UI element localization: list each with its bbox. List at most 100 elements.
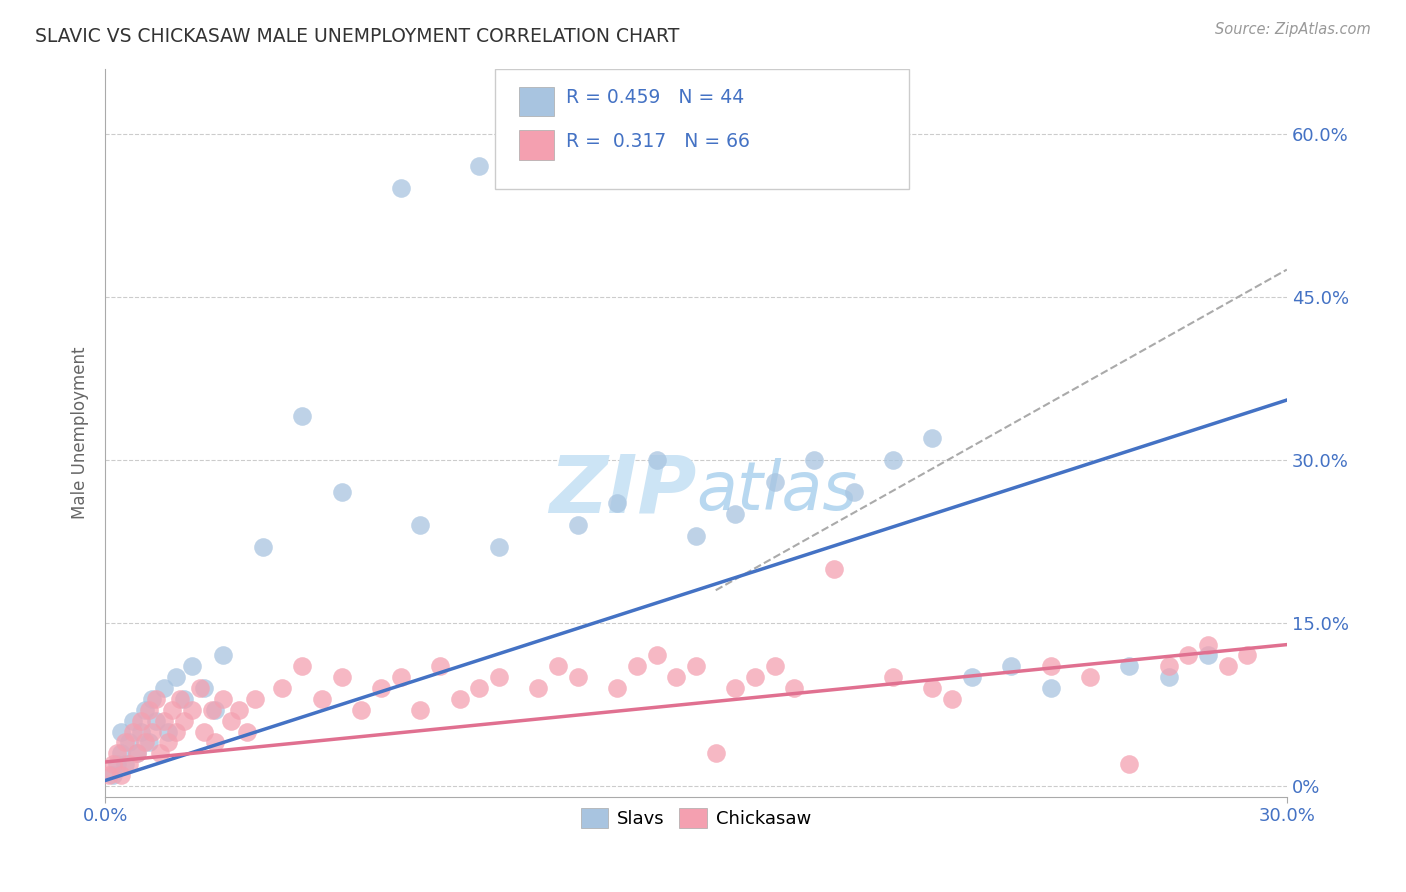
Point (1039, 681, 1062, 695)
Point (252, 540, 274, 554)
Point (114, 757, 136, 772)
Point (129, 714, 152, 728)
Point (645, 452, 668, 467)
Point (389, 181, 412, 195)
Point (173, 714, 195, 728)
Point (567, 670, 589, 684)
Point (236, 724, 259, 739)
Point (291, 659, 314, 673)
Point (330, 670, 353, 684)
Point (1216, 659, 1239, 673)
Point (204, 703, 226, 717)
Point (169, 692, 191, 706)
Point (1236, 648, 1258, 663)
Text: ZIP: ZIP (548, 452, 696, 530)
Point (685, 529, 707, 543)
Point (101, 757, 124, 772)
Point (882, 670, 904, 684)
Point (704, 747, 727, 761)
Text: atlas: atlas (696, 458, 858, 524)
Point (606, 496, 628, 510)
Point (118, 757, 141, 772)
Point (1157, 659, 1180, 673)
Point (1039, 659, 1062, 673)
Point (149, 747, 172, 761)
Point (468, 159, 491, 173)
Point (429, 659, 451, 673)
Point (243, 692, 266, 706)
Text: R =  0.317   N = 66: R = 0.317 N = 66 (567, 132, 749, 151)
Point (547, 659, 569, 673)
Point (311, 692, 333, 706)
Point (121, 724, 143, 739)
Point (1118, 757, 1140, 772)
Point (803, 452, 825, 467)
Point (488, 540, 510, 554)
Point (763, 659, 786, 673)
Point (1000, 659, 1022, 673)
Point (271, 681, 294, 695)
Point (763, 475, 786, 489)
Point (173, 692, 195, 706)
Point (160, 703, 183, 717)
Point (157, 724, 180, 739)
Point (118, 735, 141, 749)
Point (291, 409, 314, 424)
Point (449, 692, 471, 706)
Point (823, 561, 845, 575)
Point (105, 757, 128, 772)
Text: R = 0.459   N = 44: R = 0.459 N = 44 (567, 88, 744, 107)
Point (165, 724, 187, 739)
Point (125, 747, 148, 761)
Point (685, 659, 707, 673)
Point (409, 518, 432, 533)
Point (157, 735, 180, 749)
Point (1197, 638, 1219, 652)
Point (1197, 648, 1219, 663)
Point (370, 681, 392, 695)
Point (188, 681, 211, 695)
Point (134, 703, 156, 717)
Point (409, 703, 432, 717)
Point (141, 724, 163, 739)
Y-axis label: Male Unemployment: Male Unemployment (72, 346, 89, 519)
Point (180, 659, 202, 673)
Point (134, 735, 156, 749)
Point (105, 747, 128, 761)
Point (219, 714, 242, 728)
Point (960, 670, 983, 684)
Point (330, 485, 353, 500)
Point (193, 681, 215, 695)
Text: Source: ZipAtlas.com: Source: ZipAtlas.com (1215, 22, 1371, 37)
Point (138, 703, 160, 717)
Point (145, 692, 167, 706)
Point (1157, 670, 1180, 684)
Point (228, 703, 250, 717)
FancyBboxPatch shape (519, 130, 554, 160)
Point (724, 507, 747, 521)
Point (783, 681, 806, 695)
Point (98, 768, 121, 782)
Point (921, 431, 943, 445)
Point (567, 518, 589, 533)
Point (212, 648, 235, 663)
Point (606, 681, 628, 695)
FancyBboxPatch shape (495, 69, 908, 189)
Point (1118, 659, 1140, 673)
Point (101, 768, 124, 782)
Point (110, 724, 132, 739)
Point (121, 714, 143, 728)
Point (626, 659, 648, 673)
Point (744, 670, 766, 684)
Point (842, 485, 865, 500)
Point (193, 724, 215, 739)
Point (665, 670, 688, 684)
Point (138, 735, 160, 749)
Point (145, 714, 167, 728)
Point (141, 692, 163, 706)
Point (488, 670, 510, 684)
Point (204, 735, 226, 749)
Point (110, 768, 132, 782)
Point (724, 681, 747, 695)
Point (468, 681, 491, 695)
